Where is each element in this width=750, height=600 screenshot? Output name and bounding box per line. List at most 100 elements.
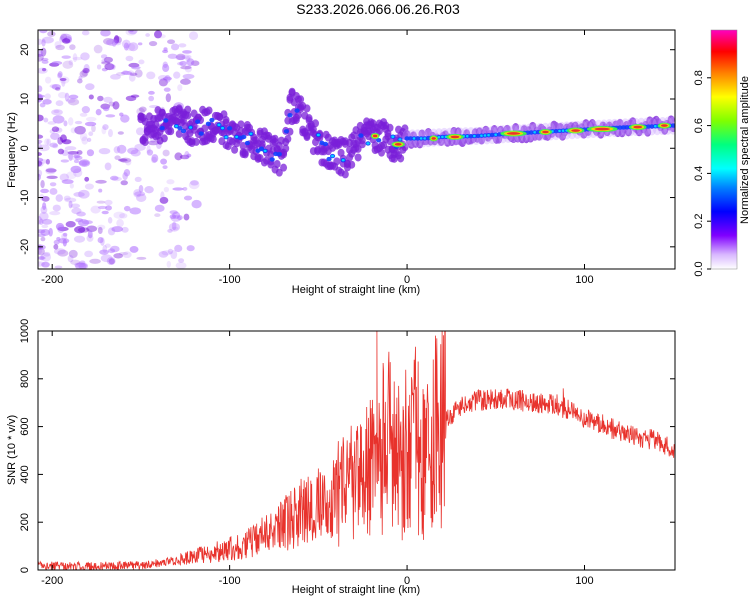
spectrogram-speckle	[57, 137, 64, 145]
spectrogram-speckle	[99, 249, 109, 255]
spectrogram-core-hot	[366, 142, 370, 145]
spectrogram-speckle	[117, 131, 124, 135]
spectrogram-speckle	[109, 245, 120, 253]
spectrogram-speckle	[146, 145, 151, 154]
spectrogram-speckle	[64, 146, 77, 151]
spectrogram-core-hot	[465, 135, 469, 138]
spectrogram-core-hot	[341, 158, 345, 162]
spectrogram-x-tick-label: -200	[41, 274, 63, 286]
spectrogram-core-hot	[441, 135, 445, 139]
spectrogram-core-hot	[189, 126, 193, 129]
spectrogram-speckle	[120, 180, 128, 186]
spectrogram-speckle	[76, 211, 86, 217]
spectrogram-speckle	[135, 193, 147, 203]
spectrogram-speckle	[61, 78, 66, 87]
spectrogram-speckle	[125, 95, 137, 102]
spectrogram-speckle	[68, 94, 79, 100]
spectrogram-speckle	[174, 244, 183, 253]
spectrogram-speckle	[107, 227, 116, 236]
spectrogram-speckle	[131, 65, 141, 70]
spectrogram-speckle	[41, 36, 54, 44]
spectrogram-speckle	[55, 44, 65, 51]
spectrogram-core-hot	[224, 135, 228, 139]
spectrogram-band	[205, 106, 213, 115]
spectrogram-band	[273, 160, 281, 169]
spectrogram-speckle	[75, 218, 84, 223]
spectrogram-speckle	[134, 176, 142, 182]
spectrogram-frame	[37, 29, 676, 270]
spectrogram-core-hot	[331, 154, 335, 158]
spectrogram-speckle	[122, 251, 132, 259]
spectrogram-speckle	[191, 199, 202, 209]
spectrogram-speckle	[88, 94, 94, 100]
spectrogram-speckle	[62, 38, 71, 44]
spectrogram-speckle	[108, 258, 115, 265]
spectrogram-band	[282, 144, 290, 153]
spectrogram-speckle	[38, 38, 43, 45]
spectrogram-core-hot	[398, 138, 402, 141]
spectrogram-core	[670, 123, 675, 128]
spectrogram-speckle	[46, 138, 52, 147]
spectrogram-core	[177, 125, 183, 131]
spectrogram-speckle	[136, 256, 147, 260]
spectrogram-speckle	[167, 53, 178, 59]
spectrogram-core	[180, 128, 187, 134]
spectrogram-speckle	[89, 258, 101, 264]
spectrogram-speckle	[114, 155, 121, 161]
spectrogram-band	[378, 148, 386, 157]
snr-x-tick-label: -200	[41, 575, 63, 587]
spectrogram-speckle	[43, 117, 49, 123]
spectrogram-speckle	[53, 248, 66, 255]
spectrogram-speckle	[125, 55, 134, 62]
spectrogram-core-hot	[217, 123, 221, 127]
spectrogram-speckle	[111, 40, 117, 47]
spectrogram-core	[205, 121, 211, 127]
spectrogram-band	[275, 168, 283, 177]
spectrogram-band	[231, 145, 239, 154]
spectrogram-speckle	[38, 53, 44, 62]
spectrogram-speckle	[181, 54, 192, 60]
spectrogram-speckle	[81, 160, 88, 167]
spectrogram-band	[303, 104, 311, 113]
spectrogram-band	[397, 154, 405, 163]
spectrogram-speckle	[74, 226, 86, 234]
spectrogram-speckle	[175, 55, 186, 61]
spectrogram-speckle	[113, 211, 125, 219]
spectrogram-speckle	[125, 43, 136, 52]
spectrogram-speckle	[96, 200, 106, 204]
spectrogram-speckle	[110, 175, 119, 181]
spectrogram-speckle	[38, 142, 42, 150]
snr-y-label: SNR (10 * v/v)	[6, 415, 18, 485]
spectrogram-core-hot	[316, 133, 320, 137]
spectrogram-band	[184, 111, 192, 120]
spectrogram-speckle	[154, 204, 165, 212]
spectrogram-speckle	[40, 229, 51, 236]
spectrogram-speckle	[64, 197, 77, 203]
spectrogram-speckle	[51, 61, 63, 66]
spectrogram-speckle	[106, 63, 116, 70]
spectrogram-speckle	[76, 150, 83, 155]
spectrogram-speckle	[134, 69, 143, 78]
spectrogram-speckle	[86, 225, 98, 232]
spectrogram-core-hot	[494, 133, 498, 136]
spectrogram-speckle	[85, 83, 95, 91]
spectrogram-speckle	[177, 84, 183, 92]
spectrogram-speckle	[55, 222, 65, 231]
spectrogram-speckle	[127, 147, 139, 155]
spectrogram-band	[490, 124, 498, 134]
spectrogram-speckle	[102, 37, 115, 45]
spectrogram-peak-inner	[431, 137, 436, 140]
spectrogram-peak-inner	[542, 130, 549, 134]
snr-x-tick-label: 100	[575, 575, 593, 587]
spectrogram-core-hot	[487, 134, 491, 137]
spectrogram-speckle	[96, 64, 102, 70]
spectrogram-speckle	[49, 211, 61, 216]
spectrogram-speckle	[171, 221, 177, 231]
spectrogram-speckle	[162, 165, 168, 170]
spectrogram-speckle	[129, 30, 134, 33]
spectrogram-speckle	[47, 31, 56, 37]
spectrogram-speckle	[97, 205, 107, 210]
spectrogram-speckle	[84, 250, 94, 258]
spectrogram-speckle	[175, 53, 186, 61]
